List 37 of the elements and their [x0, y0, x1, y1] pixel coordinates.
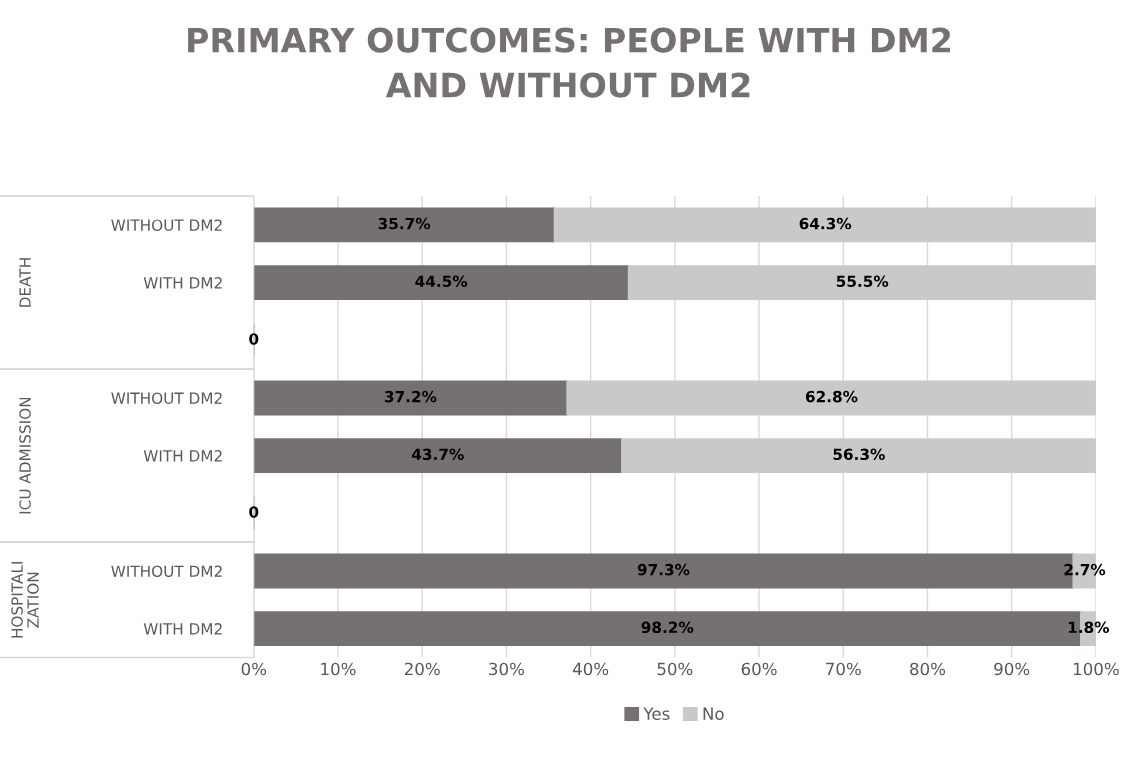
data-label: 35.7%: [378, 217, 431, 230]
x-tick-label: 0%: [241, 662, 267, 676]
data-label: 62.8%: [805, 390, 858, 403]
legend-label: Yes: [643, 707, 670, 720]
x-tick-label: 100%: [1073, 662, 1119, 676]
text: DEATH: [19, 258, 31, 307]
data-label: 43.7%: [411, 448, 464, 461]
data-label: 55.5%: [836, 275, 889, 288]
y-tick-label: WITH DM2: [143, 450, 222, 462]
y-tick-label: WITH DM2: [143, 623, 222, 635]
y-tick-label: WITHOUT DM2: [111, 392, 222, 404]
data-label: 98.2%: [641, 621, 694, 634]
y-tick-label: WITHOUT DM2: [111, 565, 222, 577]
legend-label: No: [703, 707, 724, 720]
x-tick-label: 50%: [657, 662, 693, 676]
data-label: 64.3%: [799, 217, 852, 230]
x-tick-label: 60%: [741, 662, 777, 676]
data-label: 0: [249, 506, 259, 518]
text: ICU ADMISSION: [19, 397, 31, 514]
chart-title: PRIMARY OUTCOMES: PEOPLE WITH DM2 AND WITHOUT DM2: [188, 27, 951, 98]
data-label: 1.8%: [1068, 621, 1110, 634]
y-tick-label: WITHOUT DM2: [111, 219, 222, 231]
x-tick-label: 30%: [489, 662, 525, 676]
x-tick-label: 10%: [321, 662, 356, 676]
x-tick-label: 90%: [994, 662, 1030, 676]
data-label: 37.2%: [384, 390, 437, 403]
data-label: 56.3%: [833, 448, 885, 461]
data-label: 44.5%: [415, 275, 468, 288]
x-tick-label: 70%: [826, 662, 861, 676]
y-tick-label: WITH DM2: [143, 277, 222, 289]
x-tick-label: 20%: [404, 662, 440, 676]
x-tick-label: 40%: [572, 662, 609, 676]
data-label: 2.7%: [1064, 563, 1106, 576]
x-tick-label: 80%: [910, 662, 946, 676]
data-label: 0: [249, 333, 259, 345]
data-label: 97.3%: [637, 563, 690, 576]
text: HOSPITALI ZATION: [11, 562, 39, 638]
